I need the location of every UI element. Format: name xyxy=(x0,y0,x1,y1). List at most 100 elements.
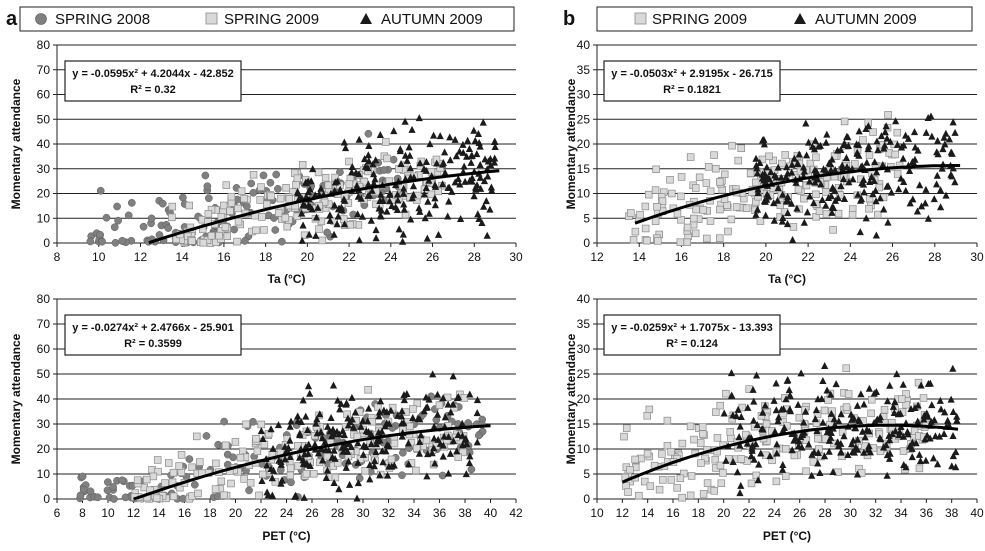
data-point-autumn-2009 xyxy=(267,425,275,433)
data-point-autumn-2009 xyxy=(947,148,955,156)
data-point-spring-2009 xyxy=(758,155,767,164)
data-point-autumn-2009 xyxy=(774,417,782,425)
data-point-autumn-2009 xyxy=(735,433,743,441)
data-point-autumn-2009 xyxy=(330,201,339,209)
data-point-autumn-2009 xyxy=(816,468,824,476)
data-point-spring-2009 xyxy=(902,400,910,409)
data-point-spring-2009 xyxy=(919,394,928,402)
legend-a-marker-spring-2008 xyxy=(35,13,47,25)
data-point-autumn-2009 xyxy=(306,203,314,211)
data-point-spring-2009 xyxy=(627,209,635,217)
x-tick-label: 24 xyxy=(768,506,782,520)
data-point-autumn-2009 xyxy=(400,390,408,398)
data-point-autumn-2009 xyxy=(875,415,884,423)
x-tick-label: 12 xyxy=(127,506,141,520)
data-point-autumn-2009 xyxy=(399,230,407,238)
data-point-autumn-2009 xyxy=(340,195,348,203)
r-squared-line: R² = 0.1821 xyxy=(663,84,721,96)
y-tick-label: 70 xyxy=(37,317,51,331)
data-point-autumn-2009 xyxy=(257,427,265,435)
data-point-autumn-2009 xyxy=(322,474,330,482)
data-point-autumn-2009 xyxy=(763,190,771,198)
data-point-spring-2009 xyxy=(413,399,422,408)
data-point-spring-2009 xyxy=(153,456,162,464)
data-point-spring-2008 xyxy=(121,493,130,502)
data-point-autumn-2009 xyxy=(374,428,383,436)
data-point-autumn-2009 xyxy=(879,160,887,168)
data-point-autumn-2009 xyxy=(452,152,461,160)
data-point-spring-2009 xyxy=(459,448,467,457)
data-point-spring-2009 xyxy=(321,173,330,182)
data-point-spring-2009 xyxy=(686,422,695,431)
data-point-autumn-2009 xyxy=(430,444,438,452)
data-point-autumn-2009 xyxy=(326,216,334,224)
data-point-spring-2009 xyxy=(678,493,686,502)
data-point-autumn-2009 xyxy=(861,433,869,441)
data-point-autumn-2009 xyxy=(476,160,484,168)
data-point-spring-2008 xyxy=(272,170,281,179)
data-point-spring-2009 xyxy=(253,447,262,456)
data-point-autumn-2009 xyxy=(456,180,464,188)
data-point-spring-2009 xyxy=(188,463,196,472)
data-point-autumn-2009 xyxy=(372,440,381,448)
data-point-autumn-2009 xyxy=(876,194,884,202)
data-point-autumn-2009 xyxy=(790,154,798,162)
data-point-autumn-2009 xyxy=(779,213,787,221)
points-layer xyxy=(86,114,499,247)
data-point-autumn-2009 xyxy=(786,407,795,415)
data-point-autumn-2009 xyxy=(853,148,861,156)
x-tick-label: 42 xyxy=(509,506,523,520)
data-point-spring-2009 xyxy=(390,439,399,448)
data-point-spring-2008 xyxy=(139,222,148,231)
data-point-autumn-2009 xyxy=(820,452,829,460)
data-point-autumn-2009 xyxy=(331,186,339,194)
data-point-autumn-2009 xyxy=(434,230,443,238)
data-point-autumn-2009 xyxy=(487,183,496,191)
data-point-autumn-2009 xyxy=(479,118,487,126)
y-tick-label: 50 xyxy=(37,367,51,381)
data-point-autumn-2009 xyxy=(423,472,431,480)
data-point-autumn-2009 xyxy=(812,406,821,414)
data-point-autumn-2009 xyxy=(376,196,384,204)
data-point-autumn-2009 xyxy=(819,418,827,426)
data-point-spring-2009 xyxy=(346,221,355,229)
data-point-spring-2009 xyxy=(666,176,674,184)
data-point-spring-2009 xyxy=(678,439,687,448)
data-point-autumn-2009 xyxy=(439,394,447,402)
data-point-spring-2009 xyxy=(169,492,178,501)
legend-a-label-spring-2009: SPRING 2009 xyxy=(224,11,319,28)
data-point-autumn-2009 xyxy=(445,197,453,205)
data-point-autumn-2009 xyxy=(302,412,310,420)
data-point-autumn-2009 xyxy=(351,408,359,416)
data-point-autumn-2009 xyxy=(784,209,792,217)
data-point-spring-2009 xyxy=(242,420,250,429)
data-point-autumn-2009 xyxy=(761,169,769,177)
data-point-autumn-2009 xyxy=(394,196,402,204)
data-point-autumn-2009 xyxy=(473,396,482,404)
x-tick-label: 26 xyxy=(793,506,807,520)
data-point-autumn-2009 xyxy=(855,127,863,135)
y-tick-label: 0 xyxy=(43,492,50,506)
data-point-spring-2009 xyxy=(840,117,849,126)
data-point-spring-2009 xyxy=(631,227,640,236)
x-tick-label: 22 xyxy=(254,506,268,520)
data-point-autumn-2009 xyxy=(316,410,324,418)
equation-line: y = -0.0595x² + 4.2044x - 42.852 xyxy=(72,68,233,80)
data-point-spring-2009 xyxy=(643,449,652,458)
data-point-autumn-2009 xyxy=(475,139,483,147)
y-tick-label: 10 xyxy=(577,442,591,456)
data-point-autumn-2009 xyxy=(883,471,891,479)
data-point-autumn-2009 xyxy=(828,208,836,216)
data-point-autumn-2009 xyxy=(817,180,825,188)
data-point-spring-2008 xyxy=(93,493,102,502)
data-point-autumn-2009 xyxy=(854,190,862,198)
data-point-spring-2008 xyxy=(323,228,331,237)
data-point-autumn-2009 xyxy=(949,431,957,439)
data-point-autumn-2009 xyxy=(750,416,758,424)
data-point-autumn-2009 xyxy=(858,427,867,435)
data-point-autumn-2009 xyxy=(321,438,329,446)
data-point-autumn-2009 xyxy=(333,220,341,228)
data-point-spring-2008 xyxy=(259,171,268,180)
data-point-spring-2009 xyxy=(294,441,302,450)
x-tick-label: 10 xyxy=(101,506,115,520)
